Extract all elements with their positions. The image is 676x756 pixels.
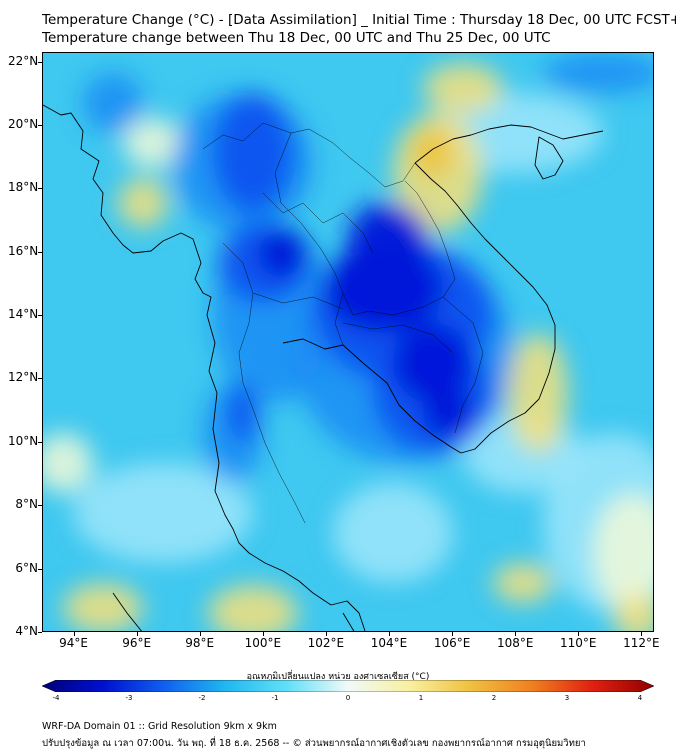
lat-label: 14°N <box>8 307 39 322</box>
gulf-coast <box>282 338 462 454</box>
lon-label: 96°E <box>122 636 152 650</box>
lat-label: 12°N <box>8 370 39 385</box>
footer-model-info: WRF-DA Domain 01 :: Grid Resolution 9km … <box>42 721 277 732</box>
lat-tick <box>38 188 42 190</box>
lon-tick <box>389 632 390 636</box>
field-strong-warming <box>413 128 453 178</box>
lon-tick <box>452 632 454 636</box>
field-deep-cooling <box>423 388 473 438</box>
colorbar-tick-label: -2 <box>198 694 206 702</box>
field-moderate-cooling <box>83 73 143 133</box>
lat-tick <box>38 315 42 317</box>
temperature-change-map[interactable] <box>42 52 654 632</box>
lon-tick <box>73 632 75 636</box>
field-deep-cooling <box>393 323 473 403</box>
lon-tick <box>515 632 517 636</box>
thai-cambodia-border <box>334 292 344 346</box>
colorbar-tick-label: 0 <box>345 694 351 702</box>
lon-label: 110°E <box>560 636 597 650</box>
lat-tick <box>38 568 42 570</box>
lat-label: 4°N <box>15 624 38 638</box>
lon-tick <box>641 632 643 636</box>
sumatra-coast <box>112 592 142 631</box>
cambodia-vietnam-border <box>442 296 484 434</box>
field-moderate-cooling <box>543 53 653 93</box>
lon-label: 100°E <box>244 636 282 650</box>
map-title: Temperature Change (°C) - [Data Assimila… <box>42 12 676 28</box>
colorbar-gradient <box>42 680 654 692</box>
field-deep-cooling <box>258 228 308 278</box>
lat-label: 16°N <box>8 243 39 258</box>
lon-tick <box>262 632 264 636</box>
mainland-west-coast <box>43 104 366 631</box>
field-warming <box>508 333 568 453</box>
colorbar-tick-label: 2 <box>491 694 497 702</box>
lat-tick <box>38 61 42 63</box>
lat-tick <box>38 251 42 253</box>
lon-tick <box>578 632 580 636</box>
hainan-coast <box>534 136 564 180</box>
field-warming <box>118 178 168 228</box>
field-warming <box>208 585 298 631</box>
colorbar-tick-label: -1 <box>271 694 279 702</box>
field-neutral <box>123 118 183 168</box>
colorbar <box>42 680 654 692</box>
provincial-lines <box>342 322 454 354</box>
lat-tick <box>38 505 42 507</box>
lon-label: 94°E <box>59 636 88 650</box>
colorbar-title: อุณหภูมิเปลี่ยนแปลง หน่วย องศาเซลเซียส (… <box>246 672 430 682</box>
lat-tick <box>38 632 42 633</box>
borders <box>202 122 484 524</box>
field-warming <box>63 583 143 631</box>
colorbar-tick-label: -3 <box>125 694 133 702</box>
lat-tick <box>38 441 42 443</box>
lon-label: 112°E <box>623 636 660 650</box>
field-weak-cooling <box>73 463 253 563</box>
lon-tick <box>136 632 138 636</box>
lat-label: 22°N <box>8 53 39 68</box>
china-coast <box>414 124 604 164</box>
north-border <box>202 122 416 188</box>
lon-label: 104°E <box>370 636 408 650</box>
lat-label: 6°N <box>15 560 38 575</box>
colorbar-tick-label: 1 <box>418 694 424 702</box>
field-neutral <box>43 433 93 493</box>
colorbar-tick-label: -4 <box>52 694 60 702</box>
field-neutral <box>593 493 653 613</box>
lon-tick <box>325 632 327 636</box>
map-subtitle: Temperature change between Thu 18 Dec, 0… <box>42 30 551 46</box>
field-warming <box>423 63 503 113</box>
malay-east-coast <box>342 612 355 631</box>
myanmar-thai-border <box>222 242 306 524</box>
coastlines <box>43 104 604 631</box>
map-field <box>43 53 653 631</box>
lon-label: 108°E <box>496 636 534 650</box>
lat-label: 8°N <box>15 497 38 512</box>
lat-label: 20°N <box>8 116 39 131</box>
lat-tick <box>38 124 42 126</box>
lon-label: 98°E <box>185 636 215 650</box>
colorbar-tick-label: 3 <box>564 694 570 702</box>
field-warming <box>493 563 553 603</box>
lat-label: 18°N <box>8 180 39 195</box>
lon-tick <box>199 632 201 636</box>
lon-label: 106°E <box>433 636 471 650</box>
lat-label: 10°N <box>8 433 39 448</box>
lat-tick <box>38 378 42 380</box>
field-strong-cooling <box>213 93 293 213</box>
lon-label: 102°E <box>307 636 345 650</box>
laos-border <box>274 132 456 316</box>
field-weak-cooling <box>333 483 453 583</box>
field-warming <box>613 593 653 631</box>
field-strong-cooling <box>228 383 258 443</box>
provincial-lines <box>262 192 374 254</box>
colorbar-tick-label: 4 <box>637 694 643 702</box>
footer-credit: ปรับปรุงข้อมูล ณ เวลา 07:00น. วัน พฤ. ที… <box>42 738 586 749</box>
field-deep-cooling <box>323 243 443 333</box>
vietnam-coast <box>414 162 556 454</box>
provincial-lines <box>252 292 344 310</box>
